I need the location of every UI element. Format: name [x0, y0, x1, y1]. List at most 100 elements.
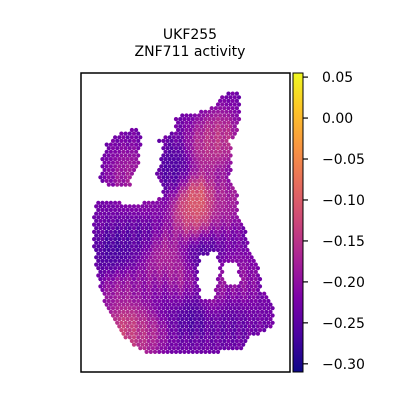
spot: [184, 229, 189, 234]
spot: [199, 124, 204, 129]
spot: [119, 320, 124, 325]
spot: [144, 335, 149, 340]
spot: [182, 160, 187, 165]
spot: [190, 218, 195, 223]
spot: [134, 135, 139, 140]
spot: [199, 167, 204, 173]
spot: [255, 317, 260, 322]
spot: [239, 324, 244, 329]
spot: [186, 204, 191, 209]
colorbar-tick-label: −0.15: [322, 234, 365, 250]
spot: [150, 266, 155, 271]
spot: [180, 142, 185, 147]
spot: [239, 251, 244, 256]
spot: [230, 309, 235, 314]
spot: [184, 237, 189, 242]
spot: [161, 306, 166, 311]
spot: [136, 255, 141, 260]
spot: [106, 146, 111, 151]
spot: [236, 233, 242, 238]
spot: [220, 138, 225, 143]
spot: [142, 266, 147, 271]
spot: [171, 222, 176, 227]
spot: [123, 182, 128, 187]
spot: [159, 309, 164, 314]
spot: [115, 320, 120, 325]
spot: [264, 317, 269, 322]
spot: [224, 328, 229, 333]
spot: [186, 247, 191, 253]
spot: [159, 295, 164, 300]
spot: [186, 175, 191, 180]
spot: [155, 266, 160, 271]
spot: [169, 277, 174, 282]
spot: [182, 182, 187, 187]
spot: [194, 197, 200, 202]
spot: [134, 244, 139, 249]
spot: [182, 277, 187, 282]
spot: [121, 324, 126, 329]
spot: [257, 298, 263, 304]
spot: [136, 233, 141, 238]
spot: [123, 204, 128, 209]
spot: [140, 247, 145, 253]
spot: [176, 171, 181, 176]
spot: [119, 182, 124, 187]
spot: [152, 313, 158, 318]
spot: [173, 284, 179, 289]
spot: [176, 207, 181, 213]
spot: [228, 240, 233, 245]
spot: [201, 338, 206, 344]
spot: [194, 342, 200, 347]
spot: [157, 320, 162, 325]
spot: [215, 291, 221, 296]
spot: [224, 298, 229, 304]
spot: [169, 182, 174, 187]
spot: [123, 335, 128, 340]
spot: [152, 247, 158, 253]
spot: [134, 222, 139, 227]
spot: [234, 113, 239, 118]
spot: [159, 346, 164, 351]
spot: [192, 142, 197, 147]
spot: [218, 215, 223, 220]
spot: [220, 291, 225, 296]
spot: [192, 324, 197, 329]
spot: [169, 233, 174, 238]
spot: [163, 244, 168, 249]
spot: [144, 226, 149, 231]
spot: [142, 244, 147, 249]
spot: [178, 284, 183, 289]
spot: [197, 127, 202, 133]
spot: [98, 269, 103, 274]
spot: [165, 211, 170, 216]
spot: [113, 302, 118, 307]
colorbar-tick-label: −0.05: [322, 152, 365, 168]
spot: [230, 244, 235, 249]
spot: [197, 113, 202, 118]
spot: [232, 117, 237, 122]
spot: [121, 237, 126, 242]
spot: [226, 302, 231, 307]
spot: [169, 204, 174, 209]
spot: [207, 328, 212, 333]
spot: [192, 120, 197, 125]
spot: [102, 153, 107, 158]
spot: [215, 182, 221, 187]
spot: [161, 335, 166, 340]
spot: [159, 178, 164, 183]
spot: [165, 320, 170, 325]
spot: [230, 317, 235, 322]
spot: [115, 138, 120, 143]
spot: [134, 229, 139, 234]
spot: [136, 218, 141, 223]
spot: [218, 127, 223, 133]
spot: [152, 291, 158, 296]
spot: [138, 142, 143, 147]
spot: [110, 153, 116, 158]
spot: [209, 142, 214, 147]
spot: [247, 287, 252, 293]
spot: [218, 346, 223, 351]
spot: [215, 328, 221, 333]
spot: [173, 313, 179, 318]
